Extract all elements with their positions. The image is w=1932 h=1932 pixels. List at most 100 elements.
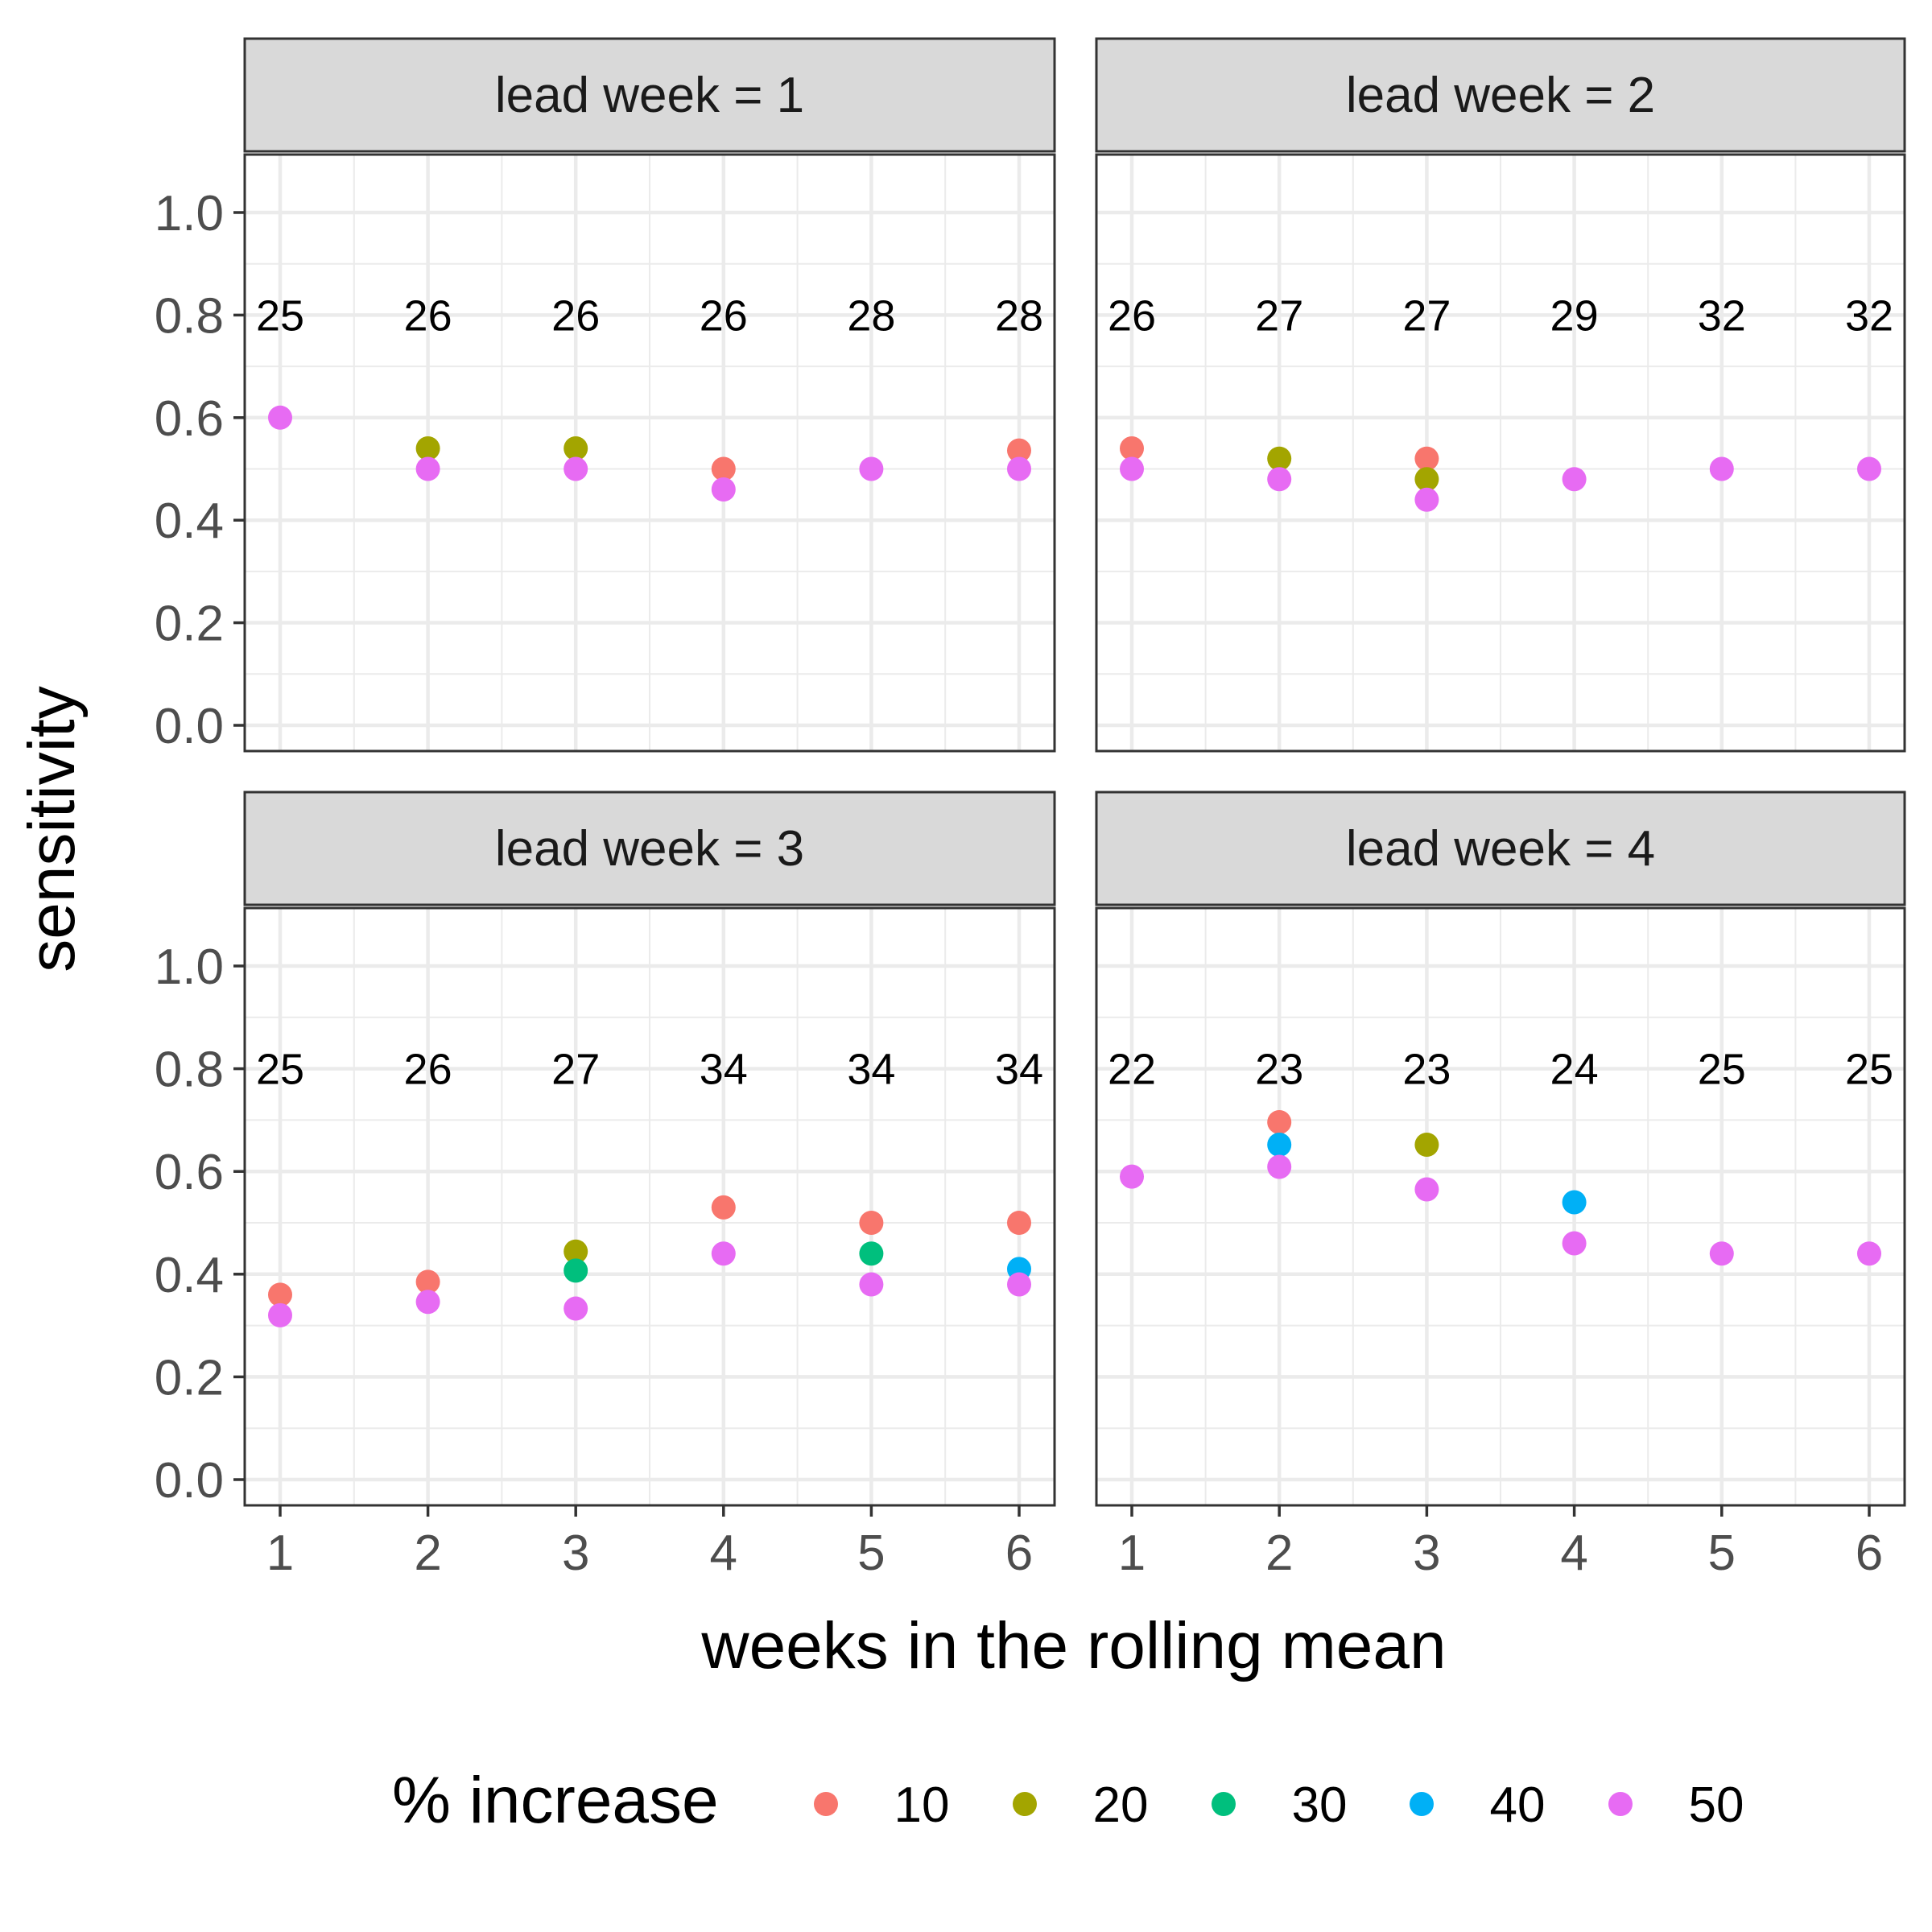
legend-label: 40 bbox=[1490, 1777, 1546, 1833]
x-tick-label: 4 bbox=[710, 1525, 737, 1581]
data-point-10 bbox=[268, 1282, 292, 1307]
data-point-50 bbox=[711, 1241, 736, 1266]
data-point-50 bbox=[1562, 467, 1587, 492]
data-point-10 bbox=[711, 456, 736, 481]
data-point-20 bbox=[415, 436, 440, 461]
data-point-50 bbox=[564, 1296, 588, 1321]
x-axis-title: weeks in the rolling mean bbox=[700, 1609, 1446, 1682]
data-point-50 bbox=[268, 405, 292, 430]
legend-entry: 40 bbox=[1410, 1777, 1545, 1833]
y-tick-label: 0.6 bbox=[155, 391, 224, 447]
count-label: 29 bbox=[1550, 291, 1599, 340]
panel-grid bbox=[1096, 908, 1905, 1505]
count-label: 27 bbox=[551, 1046, 600, 1094]
x-tick-label: 4 bbox=[1560, 1525, 1587, 1581]
data-point-50 bbox=[1007, 456, 1031, 481]
data-point-10 bbox=[859, 1211, 884, 1235]
data-point-50 bbox=[711, 477, 736, 502]
data-point-10 bbox=[1007, 438, 1031, 463]
data-point-50 bbox=[1857, 456, 1881, 481]
legend-key-10 bbox=[814, 1792, 838, 1816]
y-tick-label: 0.8 bbox=[155, 1042, 224, 1098]
y-tick-label: 0.2 bbox=[155, 1350, 224, 1406]
data-point-50 bbox=[859, 456, 884, 481]
count-label: 32 bbox=[1845, 291, 1893, 340]
data-point-50 bbox=[1267, 467, 1292, 492]
facet-strip-label: lead week = 2 bbox=[1346, 68, 1655, 123]
legend-key-20 bbox=[1013, 1792, 1037, 1816]
data-point-50 bbox=[1857, 1241, 1881, 1266]
y-tick-label: 1.0 bbox=[155, 186, 224, 242]
legend-label: 10 bbox=[894, 1777, 950, 1833]
count-label: 25 bbox=[256, 1046, 304, 1094]
facet-strip-label: lead week = 4 bbox=[1346, 821, 1655, 877]
y-tick-label: 0.6 bbox=[155, 1145, 224, 1200]
y-axis-title: sensitivity bbox=[15, 686, 89, 972]
count-label: 32 bbox=[1698, 291, 1746, 340]
x-tick-label: 3 bbox=[1413, 1525, 1440, 1581]
data-point-10 bbox=[1007, 1211, 1031, 1235]
facet-strip bbox=[243, 791, 1056, 906]
data-point-50 bbox=[415, 456, 440, 481]
legend-entry: 30 bbox=[1212, 1777, 1347, 1833]
x-tick-label: 2 bbox=[1265, 1525, 1293, 1581]
count-label: 25 bbox=[256, 291, 304, 340]
count-label: 26 bbox=[1108, 291, 1156, 340]
data-point-30 bbox=[564, 1258, 588, 1283]
data-point-50 bbox=[1709, 1241, 1734, 1266]
facet-strip-label: lead week = 3 bbox=[495, 821, 804, 877]
x-tick-label: 5 bbox=[857, 1525, 885, 1581]
legend-key-40 bbox=[1410, 1792, 1434, 1816]
x-tick-label: 1 bbox=[266, 1525, 294, 1581]
x-tick-label: 5 bbox=[1708, 1525, 1736, 1581]
y-tick-label: 0.2 bbox=[155, 597, 224, 652]
count-label: 23 bbox=[1255, 1046, 1303, 1094]
legend-key-50 bbox=[1608, 1792, 1633, 1816]
data-point-20 bbox=[1414, 467, 1439, 492]
data-point-20 bbox=[564, 436, 588, 461]
legend-entry: 50 bbox=[1608, 1777, 1744, 1833]
data-point-10 bbox=[1267, 1109, 1292, 1134]
data-point-50 bbox=[564, 456, 588, 481]
data-point-50 bbox=[1414, 1177, 1439, 1202]
legend-label: 30 bbox=[1292, 1777, 1348, 1833]
data-point-50 bbox=[1414, 487, 1439, 512]
panel-border bbox=[1095, 153, 1906, 753]
count-label: 34 bbox=[995, 1046, 1043, 1094]
count-label: 25 bbox=[1698, 1046, 1746, 1094]
y-tick-label: 0.4 bbox=[155, 493, 224, 549]
data-point-50 bbox=[1120, 456, 1144, 481]
facet-strip bbox=[1095, 37, 1906, 153]
facet-strip bbox=[1095, 791, 1906, 906]
panels: lead week = 125 26 26 26 28 280.00.20.40.60.8… bbox=[155, 37, 1906, 1581]
data-point-10 bbox=[1414, 446, 1439, 471]
data-point-20 bbox=[1414, 1133, 1439, 1158]
x-tick-label: 2 bbox=[414, 1525, 441, 1581]
y-tick-label: 1.0 bbox=[155, 939, 224, 995]
facet-strip bbox=[243, 37, 1056, 153]
data-point-50 bbox=[1120, 1164, 1144, 1189]
count-label: 22 bbox=[1108, 1046, 1156, 1094]
data-point-10 bbox=[711, 1195, 736, 1220]
facet-panel: lead week = 422 23 23 24 25 251 2 3 4 5 6 bbox=[1095, 791, 1906, 1581]
count-label: 26 bbox=[404, 291, 452, 340]
facet-panel: lead week = 325 26 27 34 34 340.00.20.40.60.8… bbox=[155, 791, 1056, 1581]
count-label: 34 bbox=[847, 1046, 895, 1094]
y-tick-label: 0.8 bbox=[155, 288, 224, 344]
legend-label: 50 bbox=[1689, 1777, 1744, 1833]
facet-panel: lead week = 1 25 26 26 26 28 28 0.0 0.2 0.4 0.6 0.8… bbox=[155, 37, 1056, 754]
data-point-50 bbox=[415, 1290, 440, 1315]
legend-key-30 bbox=[1212, 1792, 1236, 1816]
count-label: 27 bbox=[1402, 291, 1451, 340]
x-tick-label: 6 bbox=[1005, 1525, 1033, 1581]
panel-border bbox=[1095, 906, 1906, 1507]
data-point-50 bbox=[1007, 1272, 1031, 1297]
legend: % increase 10 20 30 40 50 bbox=[392, 1764, 1744, 1837]
facet-panel: lead week = 2 26 27 27 29 32 32 bbox=[1095, 37, 1906, 753]
data-point-20 bbox=[564, 1239, 588, 1264]
legend-entry: 10 bbox=[814, 1777, 949, 1833]
x-tick-label: 1 bbox=[1118, 1525, 1146, 1581]
y-tick-label: 0.4 bbox=[155, 1248, 224, 1303]
data-point-50 bbox=[268, 1302, 292, 1327]
